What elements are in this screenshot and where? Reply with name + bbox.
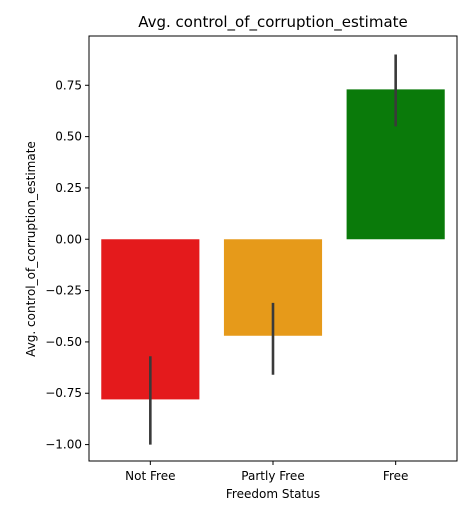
y-tick-label: −0.25 — [45, 284, 82, 298]
y-tick-label: −0.50 — [45, 335, 82, 349]
chart-title: Avg. control_of_corruption_estimate — [138, 13, 408, 32]
y-tick-label: 0.50 — [55, 130, 82, 144]
y-tick-label: 0.00 — [55, 232, 82, 246]
x-tick-label: Free — [383, 469, 408, 483]
y-tick-label: −0.75 — [45, 386, 82, 400]
plot-area — [101, 54, 445, 445]
x-axis: Not Free Partly Free Free — [125, 461, 408, 483]
x-tick-label: Partly Free — [241, 469, 304, 483]
y-axis: −1.00 −0.75 −0.50 −0.25 0.00 0.25 0.50 0.75 — [45, 78, 89, 452]
y-tick-label: 0.25 — [55, 181, 82, 195]
y-tick-label: −1.00 — [45, 438, 82, 452]
x-tick-label: Not Free — [125, 469, 175, 483]
x-axis-label: Freedom Status — [226, 487, 320, 501]
y-tick-label: 0.75 — [55, 78, 82, 92]
y-axis-label: Avg. control_of_corruption_estimate — [24, 141, 38, 357]
